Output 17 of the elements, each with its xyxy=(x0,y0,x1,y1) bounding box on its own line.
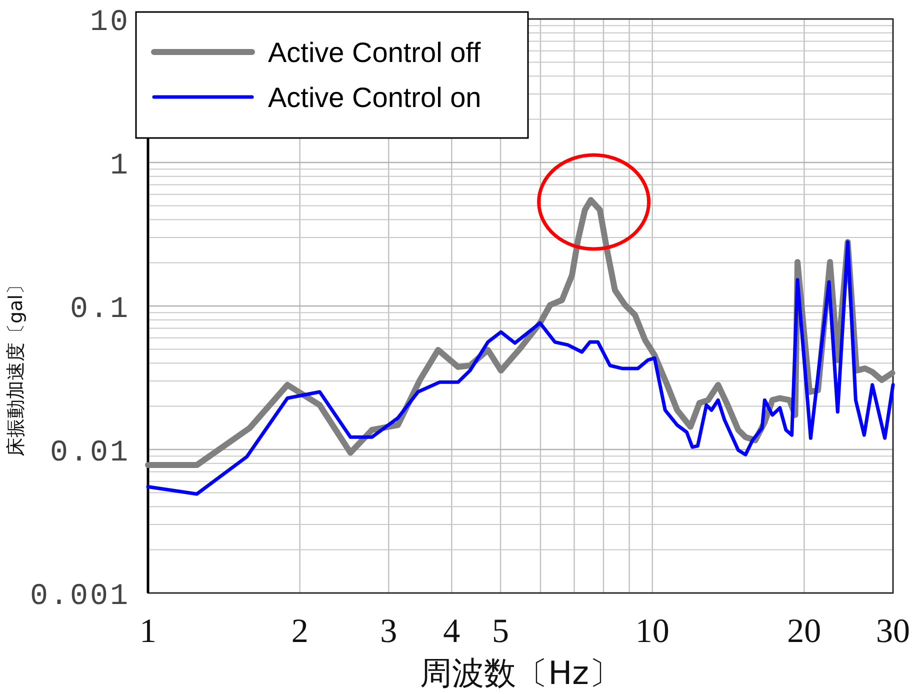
x-tick-label: 3 xyxy=(380,613,398,650)
legend-label: Active Control on xyxy=(268,82,482,113)
legend-label: Active Control off xyxy=(268,37,481,68)
x-tick-label: 5 xyxy=(492,613,510,650)
x-tick-label: 10 xyxy=(635,613,670,650)
y-tick-label: 0.001 xyxy=(30,580,130,614)
x-axis-title: 周波数〔Hz〕 xyxy=(420,654,621,692)
y-tick-label: 1 xyxy=(110,150,130,184)
x-tick-label: 30 xyxy=(876,613,910,650)
y-tick-label: 0.01 xyxy=(50,436,130,470)
y-tick-label: 10 xyxy=(90,6,130,40)
x-tick-label: 20 xyxy=(787,613,822,650)
x-tick-label: 2 xyxy=(291,613,308,650)
x-tick-label: 4 xyxy=(443,613,460,650)
x-tick-label: 1 xyxy=(140,613,156,650)
y-axis-title: 床振動加速度〔gal〕 xyxy=(5,276,27,456)
y-tick-label: 0.1 xyxy=(70,293,130,327)
